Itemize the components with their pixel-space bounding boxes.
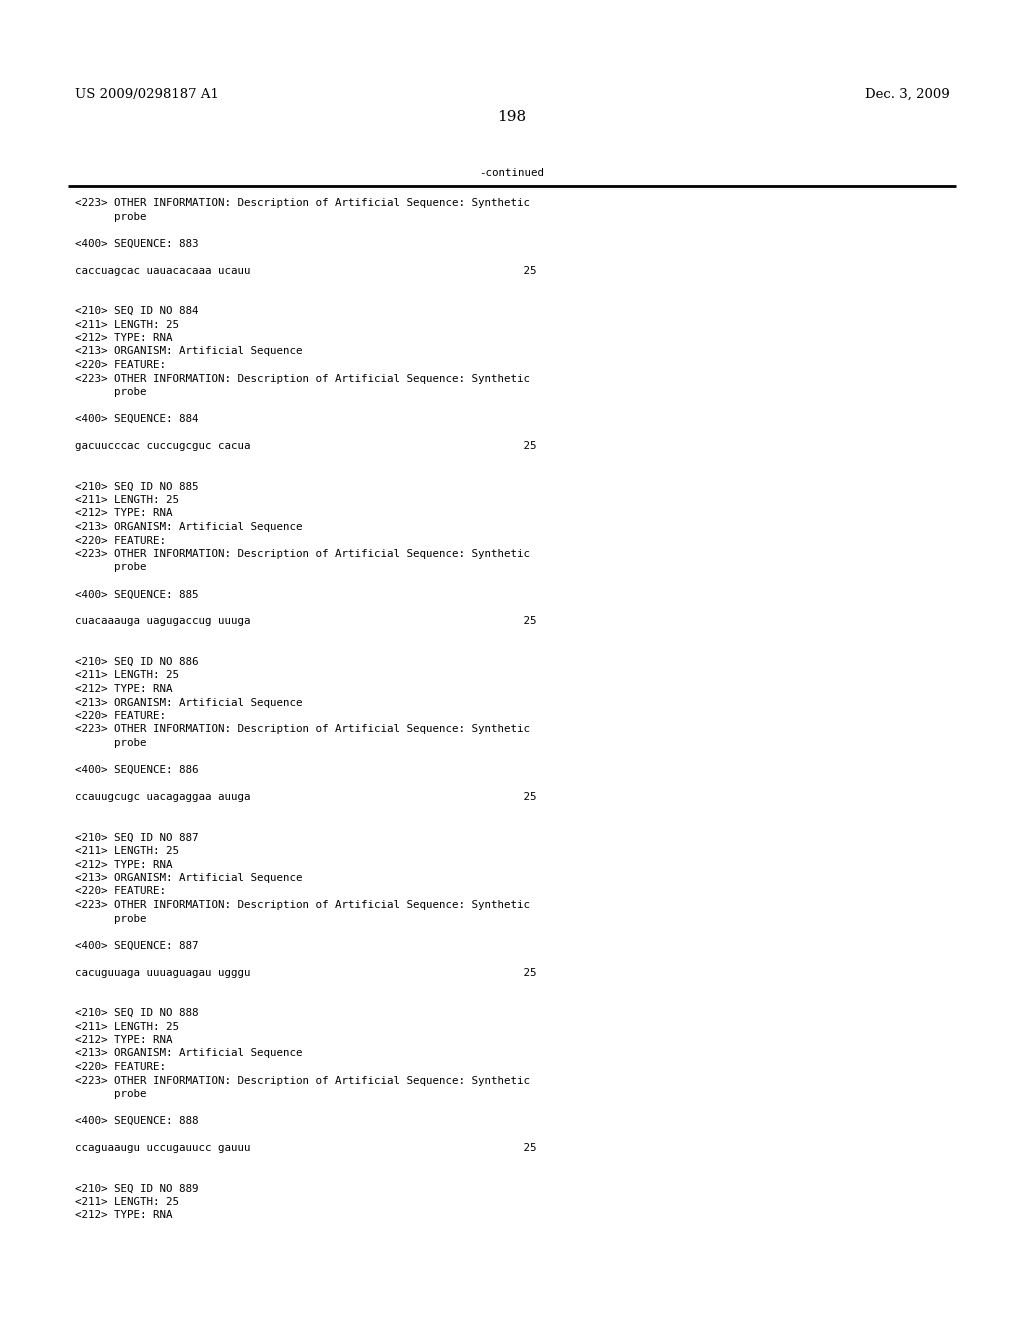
- Text: <212> TYPE: RNA: <212> TYPE: RNA: [75, 1210, 172, 1221]
- Text: <223> OTHER INFORMATION: Description of Artificial Sequence: Synthetic: <223> OTHER INFORMATION: Description of …: [75, 198, 530, 209]
- Text: <220> FEATURE:: <220> FEATURE:: [75, 887, 166, 896]
- Text: <212> TYPE: RNA: <212> TYPE: RNA: [75, 333, 172, 343]
- Text: <212> TYPE: RNA: <212> TYPE: RNA: [75, 1035, 172, 1045]
- Text: <210> SEQ ID NO 888: <210> SEQ ID NO 888: [75, 1008, 199, 1018]
- Text: <213> ORGANISM: Artificial Sequence: <213> ORGANISM: Artificial Sequence: [75, 873, 302, 883]
- Text: probe: probe: [75, 387, 146, 397]
- Text: <211> LENGTH: 25: <211> LENGTH: 25: [75, 671, 179, 681]
- Text: <213> ORGANISM: Artificial Sequence: <213> ORGANISM: Artificial Sequence: [75, 1048, 302, 1059]
- Text: cacuguuaga uuuaguagau ugggu                                          25: cacuguuaga uuuaguagau ugggu 25: [75, 968, 537, 978]
- Text: cuacaaauga uagugaccug uuuga                                          25: cuacaaauga uagugaccug uuuga 25: [75, 616, 537, 627]
- Text: <400> SEQUENCE: 885: <400> SEQUENCE: 885: [75, 590, 199, 599]
- Text: <211> LENGTH: 25: <211> LENGTH: 25: [75, 319, 179, 330]
- Text: probe: probe: [75, 211, 146, 222]
- Text: probe: probe: [75, 1089, 146, 1100]
- Text: <212> TYPE: RNA: <212> TYPE: RNA: [75, 859, 172, 870]
- Text: <211> LENGTH: 25: <211> LENGTH: 25: [75, 1197, 179, 1206]
- Text: caccuagcac uauacacaaa ucauu                                          25: caccuagcac uauacacaaa ucauu 25: [75, 265, 537, 276]
- Text: <210> SEQ ID NO 889: <210> SEQ ID NO 889: [75, 1184, 199, 1193]
- Text: <213> ORGANISM: Artificial Sequence: <213> ORGANISM: Artificial Sequence: [75, 346, 302, 356]
- Text: US 2009/0298187 A1: US 2009/0298187 A1: [75, 88, 219, 102]
- Text: <210> SEQ ID NO 887: <210> SEQ ID NO 887: [75, 833, 199, 842]
- Text: <210> SEQ ID NO 886: <210> SEQ ID NO 886: [75, 657, 199, 667]
- Text: probe: probe: [75, 738, 146, 748]
- Text: <213> ORGANISM: Artificial Sequence: <213> ORGANISM: Artificial Sequence: [75, 521, 302, 532]
- Text: <400> SEQUENCE: 884: <400> SEQUENCE: 884: [75, 414, 199, 424]
- Text: <223> OTHER INFORMATION: Description of Artificial Sequence: Synthetic: <223> OTHER INFORMATION: Description of …: [75, 374, 530, 384]
- Text: <210> SEQ ID NO 884: <210> SEQ ID NO 884: [75, 306, 199, 315]
- Text: <223> OTHER INFORMATION: Description of Artificial Sequence: Synthetic: <223> OTHER INFORMATION: Description of …: [75, 725, 530, 734]
- Text: <211> LENGTH: 25: <211> LENGTH: 25: [75, 1022, 179, 1031]
- Text: <223> OTHER INFORMATION: Description of Artificial Sequence: Synthetic: <223> OTHER INFORMATION: Description of …: [75, 1076, 530, 1085]
- Text: probe: probe: [75, 913, 146, 924]
- Text: -continued: -continued: [479, 168, 545, 178]
- Text: <400> SEQUENCE: 886: <400> SEQUENCE: 886: [75, 766, 199, 775]
- Text: <212> TYPE: RNA: <212> TYPE: RNA: [75, 508, 172, 519]
- Text: <400> SEQUENCE: 888: <400> SEQUENCE: 888: [75, 1115, 199, 1126]
- Text: probe: probe: [75, 562, 146, 573]
- Text: <220> FEATURE:: <220> FEATURE:: [75, 360, 166, 370]
- Text: <400> SEQUENCE: 887: <400> SEQUENCE: 887: [75, 940, 199, 950]
- Text: <220> FEATURE:: <220> FEATURE:: [75, 711, 166, 721]
- Text: ccauugcugc uacagaggaa auuga                                          25: ccauugcugc uacagaggaa auuga 25: [75, 792, 537, 803]
- Text: <211> LENGTH: 25: <211> LENGTH: 25: [75, 846, 179, 855]
- Text: <223> OTHER INFORMATION: Description of Artificial Sequence: Synthetic: <223> OTHER INFORMATION: Description of …: [75, 900, 530, 909]
- Text: <223> OTHER INFORMATION: Description of Artificial Sequence: Synthetic: <223> OTHER INFORMATION: Description of …: [75, 549, 530, 558]
- Text: <220> FEATURE:: <220> FEATURE:: [75, 536, 166, 545]
- Text: <210> SEQ ID NO 885: <210> SEQ ID NO 885: [75, 482, 199, 491]
- Text: <211> LENGTH: 25: <211> LENGTH: 25: [75, 495, 179, 506]
- Text: Dec. 3, 2009: Dec. 3, 2009: [865, 88, 950, 102]
- Text: <212> TYPE: RNA: <212> TYPE: RNA: [75, 684, 172, 694]
- Text: 198: 198: [498, 110, 526, 124]
- Text: <220> FEATURE:: <220> FEATURE:: [75, 1063, 166, 1072]
- Text: <400> SEQUENCE: 883: <400> SEQUENCE: 883: [75, 239, 199, 248]
- Text: ccaguaaugu uccugauucc gauuu                                          25: ccaguaaugu uccugauucc gauuu 25: [75, 1143, 537, 1152]
- Text: gacuucccac cuccugcguc cacua                                          25: gacuucccac cuccugcguc cacua 25: [75, 441, 537, 451]
- Text: <213> ORGANISM: Artificial Sequence: <213> ORGANISM: Artificial Sequence: [75, 697, 302, 708]
